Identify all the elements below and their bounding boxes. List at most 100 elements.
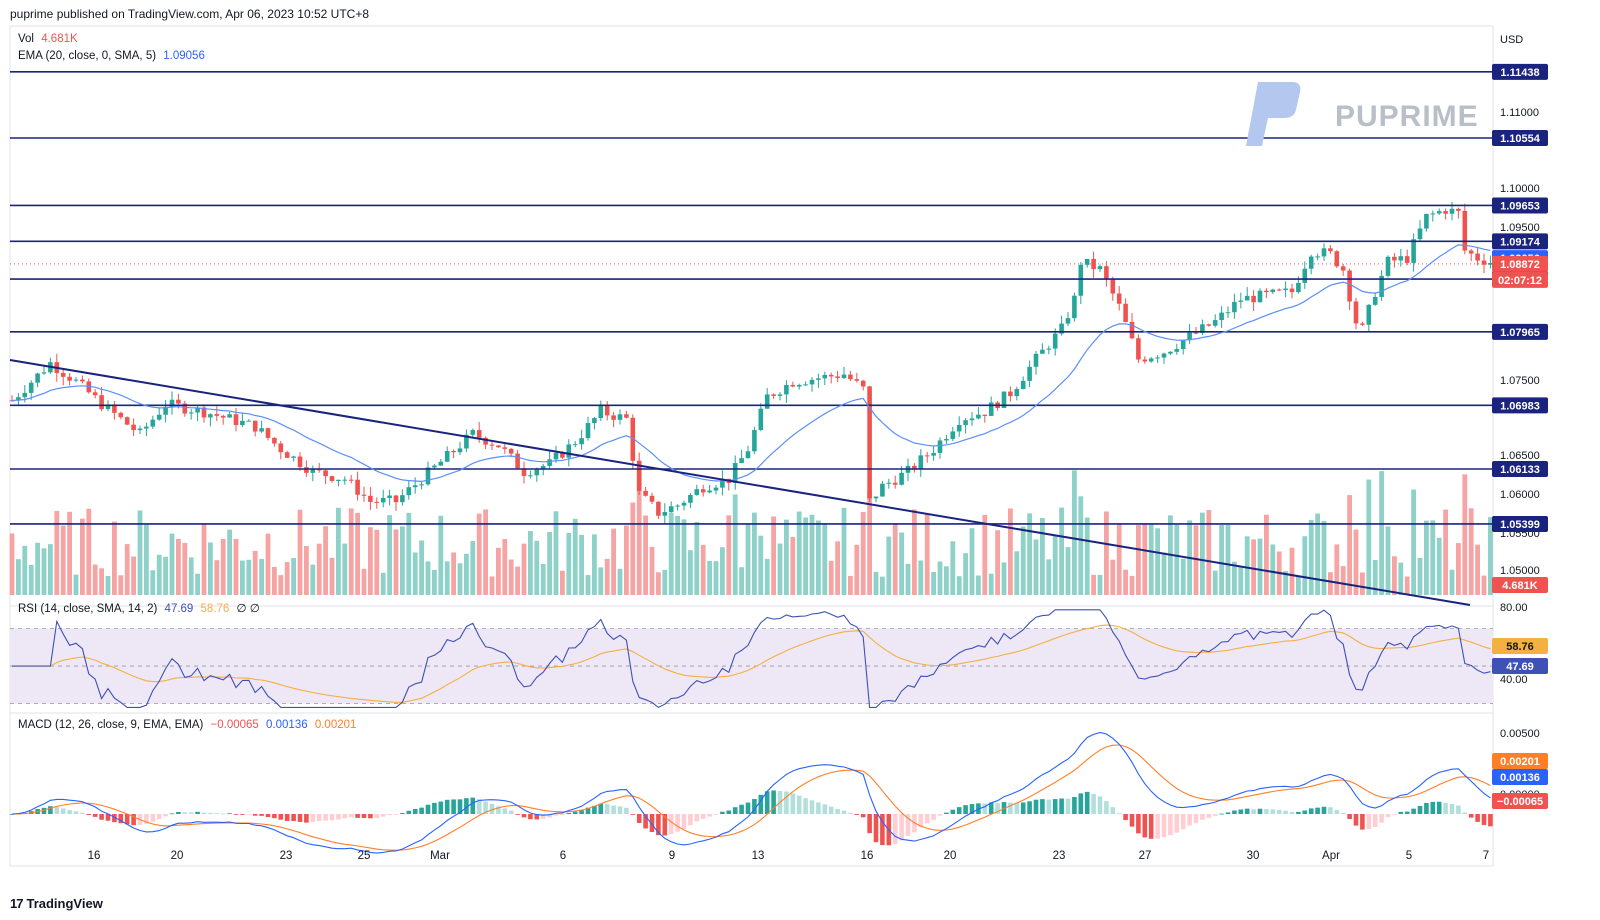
macd-histogram-bar — [892, 814, 898, 845]
macd-histogram-bar — [201, 812, 207, 815]
volume-bar — [272, 567, 277, 595]
macd-histogram-bar — [1328, 807, 1333, 815]
candle-body — [1257, 290, 1263, 303]
candle-body — [380, 497, 386, 503]
macd-histogram-bar — [707, 814, 712, 817]
candle-body — [835, 376, 840, 379]
volume-bar — [694, 521, 700, 595]
volume-bar — [1244, 536, 1250, 595]
candle-body — [700, 489, 706, 493]
macd-histogram-bar — [182, 812, 188, 815]
volume-bar — [585, 575, 591, 595]
macd-histogram-bar — [931, 814, 936, 820]
macd-histogram-bar — [521, 814, 527, 818]
macd-histogram-bar — [291, 814, 296, 822]
volume-bar — [662, 569, 668, 595]
candle-body — [1142, 359, 1148, 362]
volume-bar — [1206, 509, 1212, 595]
volume-bar — [316, 543, 322, 595]
volume-bar — [60, 525, 66, 595]
time-tick: 6 — [560, 850, 566, 862]
macd-histogram-bar — [1168, 814, 1173, 836]
volume-bar — [624, 525, 629, 595]
macd-histogram-bar — [1065, 798, 1071, 815]
candle-body — [272, 437, 277, 444]
time-tick: Apr — [1322, 850, 1340, 862]
candle-body — [368, 495, 373, 502]
macd-histogram-bar — [1225, 812, 1231, 815]
candle-body — [566, 444, 572, 458]
volume-bar — [912, 509, 917, 595]
ema-legend-value: 1.09056 — [163, 50, 205, 62]
volume-bar — [553, 511, 559, 595]
volume-bar — [1347, 495, 1352, 595]
candle-body — [195, 407, 200, 413]
candle-body — [912, 465, 917, 470]
volume-bar — [41, 548, 47, 595]
macd-histogram-bar — [784, 791, 789, 815]
candle-body — [540, 465, 546, 470]
macd-histogram-bar — [188, 812, 194, 815]
volume-bar — [1200, 512, 1205, 595]
candle-body — [144, 426, 149, 429]
macd-histogram-bar — [99, 814, 104, 820]
volume-bar — [892, 523, 898, 595]
candle-body — [233, 414, 239, 426]
volume-bar — [86, 508, 92, 595]
macd-histogram-bar — [150, 814, 156, 822]
volume-bar — [630, 502, 636, 595]
candle-body — [1430, 213, 1436, 215]
macd-histogram-bar — [259, 814, 264, 816]
volume-bar — [425, 561, 431, 595]
candle-body — [1404, 256, 1410, 263]
candle-body — [854, 379, 860, 381]
candle-body — [1462, 210, 1468, 251]
candle-body — [425, 467, 431, 485]
candle-body — [80, 379, 85, 382]
macd-histogram-bar — [1104, 801, 1109, 815]
volume-bar — [265, 533, 271, 595]
candle-body — [790, 384, 796, 387]
volume-bars — [9, 470, 1493, 595]
countdown-tag-bg — [1492, 271, 1548, 288]
macd-line-tag: 0.00136 — [1500, 772, 1540, 784]
macd-histogram-bar — [1424, 802, 1429, 815]
volume-bar — [80, 518, 85, 595]
volume-bar — [1308, 520, 1314, 595]
candle-body — [118, 412, 124, 418]
volume-bar — [1180, 558, 1186, 595]
volume-bar — [1340, 566, 1346, 595]
volume-bar — [1443, 509, 1448, 595]
macd-histogram-bar — [668, 814, 674, 834]
volume-bar — [1283, 571, 1288, 595]
volume-bar — [1116, 524, 1122, 595]
macd-histogram-bar — [720, 811, 725, 815]
candle-body — [860, 380, 866, 387]
rsi-tick: 80.00 — [1500, 602, 1528, 614]
candle-body — [1027, 366, 1032, 381]
volume-bar — [227, 529, 232, 595]
level-tag: 1.11438 — [1500, 67, 1539, 79]
macd-pane — [9, 731, 1493, 854]
volume-bar — [969, 528, 975, 595]
volume-bar — [1110, 559, 1116, 595]
macd-legend-label: MACD (12, 26, close, 9, EMA, EMA) — [18, 719, 204, 731]
macd-histogram-bar — [1059, 798, 1064, 815]
volume-bar — [848, 575, 853, 595]
candle-body — [828, 374, 834, 377]
volume-bar — [1238, 566, 1244, 595]
macd-histogram-bar — [1315, 807, 1320, 815]
macd-histogram-bar — [790, 793, 796, 815]
macd-hist-tag-bg — [1492, 793, 1548, 809]
volume-bar — [854, 544, 860, 595]
volume-tag-bg — [1492, 577, 1548, 593]
volume-bar — [1481, 575, 1487, 595]
macd-histogram-bar — [176, 811, 181, 815]
footer-logo-text: TradingView — [26, 896, 103, 911]
volume-bar — [336, 507, 341, 595]
volume-bar — [406, 512, 412, 595]
candle-body — [444, 450, 450, 462]
macd-signal-line — [11, 744, 1491, 851]
candle-body — [1270, 289, 1276, 293]
